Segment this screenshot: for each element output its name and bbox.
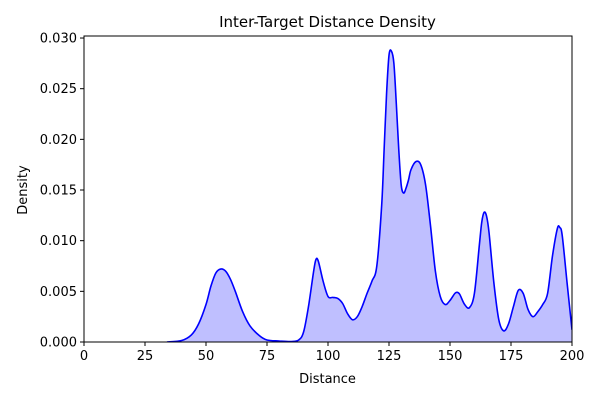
x-axis: 0 25 50 75 100 125 150 175 200 — [80, 342, 585, 364]
plot-area — [83, 35, 573, 343]
y-tick-label: 0.030 — [40, 32, 77, 47]
y-tick-label: 0.005 — [40, 285, 77, 300]
density-line — [166, 49, 572, 342]
y-tick-label: 0.025 — [40, 82, 77, 97]
x-tick-label: 25 — [137, 349, 154, 364]
x-tick-label: 75 — [259, 349, 276, 364]
y-tick-label: 0.010 — [40, 234, 77, 249]
chart-title: Inter-Target Distance Density — [219, 13, 436, 31]
x-tick-label: 0 — [80, 349, 88, 364]
x-tick-label: 200 — [560, 349, 585, 364]
y-axis: 0.000 0.005 0.010 0.015 0.020 0.025 0.030 — [40, 32, 84, 351]
density-area-fill — [166, 49, 572, 342]
x-tick-label: 50 — [198, 349, 215, 364]
x-tick-label: 125 — [377, 349, 402, 364]
x-axis-title: Distance — [299, 372, 356, 387]
x-tick-label: 100 — [316, 349, 341, 364]
y-tick-label: 0.020 — [40, 133, 77, 148]
x-tick-label: 150 — [438, 349, 463, 364]
y-tick-label: 0.000 — [40, 336, 77, 351]
y-tick-label: 0.015 — [40, 184, 77, 199]
x-tick-label: 175 — [499, 349, 524, 364]
y-axis-title: Density — [16, 165, 31, 215]
